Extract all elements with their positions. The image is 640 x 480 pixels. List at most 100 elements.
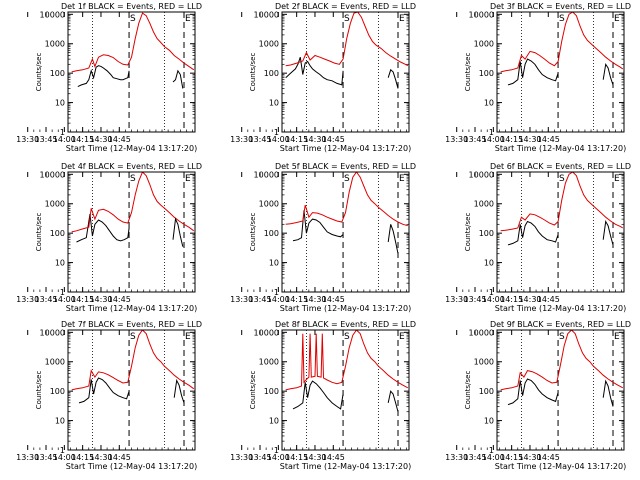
x-tick-label: 13:30 [230,135,253,144]
region-letter-E: E [399,332,405,342]
y-tick-label: 100 [50,229,65,238]
series-line-events [76,213,130,243]
y-tick-label: 10000 [40,170,65,179]
x-axis-label: Start Time (12-May-04 13:17:20) [280,304,411,313]
x-axis-label: Start Time (12-May-04 13:17:20) [66,462,197,471]
x-tick-label: 14:45 [322,135,345,144]
x-tick-label: 14:30 [89,135,112,144]
x-tick-label: 13:45 [34,135,57,144]
x-tick-label: 14:45 [537,453,560,462]
region-letter-S: S [344,174,350,184]
region-letter-S: S [130,174,136,184]
x-tick-label: 13:30 [16,295,39,304]
curves [500,12,624,86]
x-tick-label: 14:45 [108,453,131,462]
x-tick-label: 14:45 [322,295,345,304]
x-axis-label: Start Time (12-May-04 13:17:20) [280,144,411,153]
panel-title: Det 6f BLACK = Events, RED = LLD [490,162,631,171]
region-letter-E: E [614,332,620,342]
y-tick-label: 1000 [259,40,279,49]
series-segment-events [387,390,399,412]
x-axis-label: Start Time (12-May-04 13:17:20) [495,304,626,313]
x-tick-label: 14:00 [53,453,76,462]
y-tick-label: 1 [60,446,65,455]
x-tick-label: 13:45 [463,295,486,304]
x-tick-label: 13:30 [16,135,39,144]
y-tick-label: 10 [269,259,279,268]
y-tick-label: 100 [264,69,279,78]
chart-panel-8: Det 8f BLACK = Events, RED = LLD S E 1 10 100… [230,320,416,471]
y-tick-label: 1 [60,128,65,137]
x-tick-label: 14:45 [108,135,131,144]
y-tick-label: 1000 [45,200,65,209]
series-segment-events [602,219,614,246]
x-axis-label: Start Time (12-May-04 13:17:20) [495,462,626,471]
y-tick-label: 10000 [254,328,279,337]
y-axis-label: Counts/sec [249,371,257,410]
y-tick-label: 1 [489,128,494,137]
x-tick-label: 14:15 [71,295,94,304]
curves [71,172,195,247]
panel-title: Det 3f BLACK = Events, RED = LLD [490,2,631,11]
x-tick-label: 13:45 [248,135,271,144]
x-tick-label: 14:00 [482,453,505,462]
x-tick-label: 14:30 [303,453,326,462]
plot-frame [67,11,196,133]
chart-panel-6: Det 6f BLACK = Events, RED = LLD S E 1 10 100… [445,162,631,313]
region-letter-E: E [614,14,620,24]
y-axis-label: Counts/sec [464,213,472,252]
series-line-events [77,65,130,88]
y-tick-label: 100 [479,229,494,238]
series-segment-events [172,69,184,89]
x-tick-label: 14:45 [322,453,345,462]
region-letter-S: S [559,174,565,184]
y-tick-label: 1 [274,288,279,297]
series-line-lld [500,172,624,232]
panel-title: Det 7f BLACK = Events, RED = LLD [61,320,202,329]
y-tick-label: 1 [489,288,494,297]
panel-title: Det 1f BLACK = Events, RED = LLD [61,2,202,11]
region-letter-E: E [614,174,620,184]
region-letter-S: S [559,332,565,342]
series-line-lld [71,12,195,73]
series-line-events [78,377,130,404]
region-letter-S: S [559,14,565,24]
y-tick-label: 1000 [45,40,65,49]
curves [71,330,195,404]
chart-panel-3: Det 3f BLACK = Events, RED = LLD S E 1 10 100… [445,2,631,153]
x-tick-label: 14:00 [53,135,76,144]
x-tick-label: 14:15 [500,453,523,462]
plot-frame [281,329,410,451]
y-tick-label: 10 [55,259,65,268]
curves [285,172,408,254]
y-tick-label: 10000 [469,10,494,19]
x-tick-label: 13:45 [463,453,486,462]
y-tick-label: 10 [269,417,279,426]
chart-panel-1: Det 1f BLACK = Events, RED = LLD S E 1 10 100… [16,2,202,153]
x-tick-label: 14:00 [267,453,290,462]
series-segment-events [387,68,399,89]
chart-panel-4: Det 4f BLACK = Events, RED = LLD S E 1 10 100… [16,162,202,313]
curves [285,330,409,412]
series-segment-events [172,217,184,247]
y-tick-label: 100 [479,387,494,396]
y-axis-label: Counts/sec [249,213,257,252]
y-tick-label: 10 [269,99,279,108]
series-line-lld [500,330,624,391]
x-tick-label: 14:45 [108,295,131,304]
y-tick-label: 100 [264,229,279,238]
y-tick-label: 10000 [40,10,65,19]
region-letter-E: E [399,14,405,24]
series-line-events [292,380,344,410]
plot-frame [496,329,625,451]
y-tick-label: 100 [479,69,494,78]
curves [285,12,409,89]
region-letter-E: E [185,332,191,342]
curves [71,12,195,89]
region-letter-E: E [185,174,191,184]
x-tick-label: 14:30 [518,135,541,144]
series-segment-events [387,224,399,254]
x-tick-label: 14:30 [518,295,541,304]
y-tick-label: 10000 [469,170,494,179]
